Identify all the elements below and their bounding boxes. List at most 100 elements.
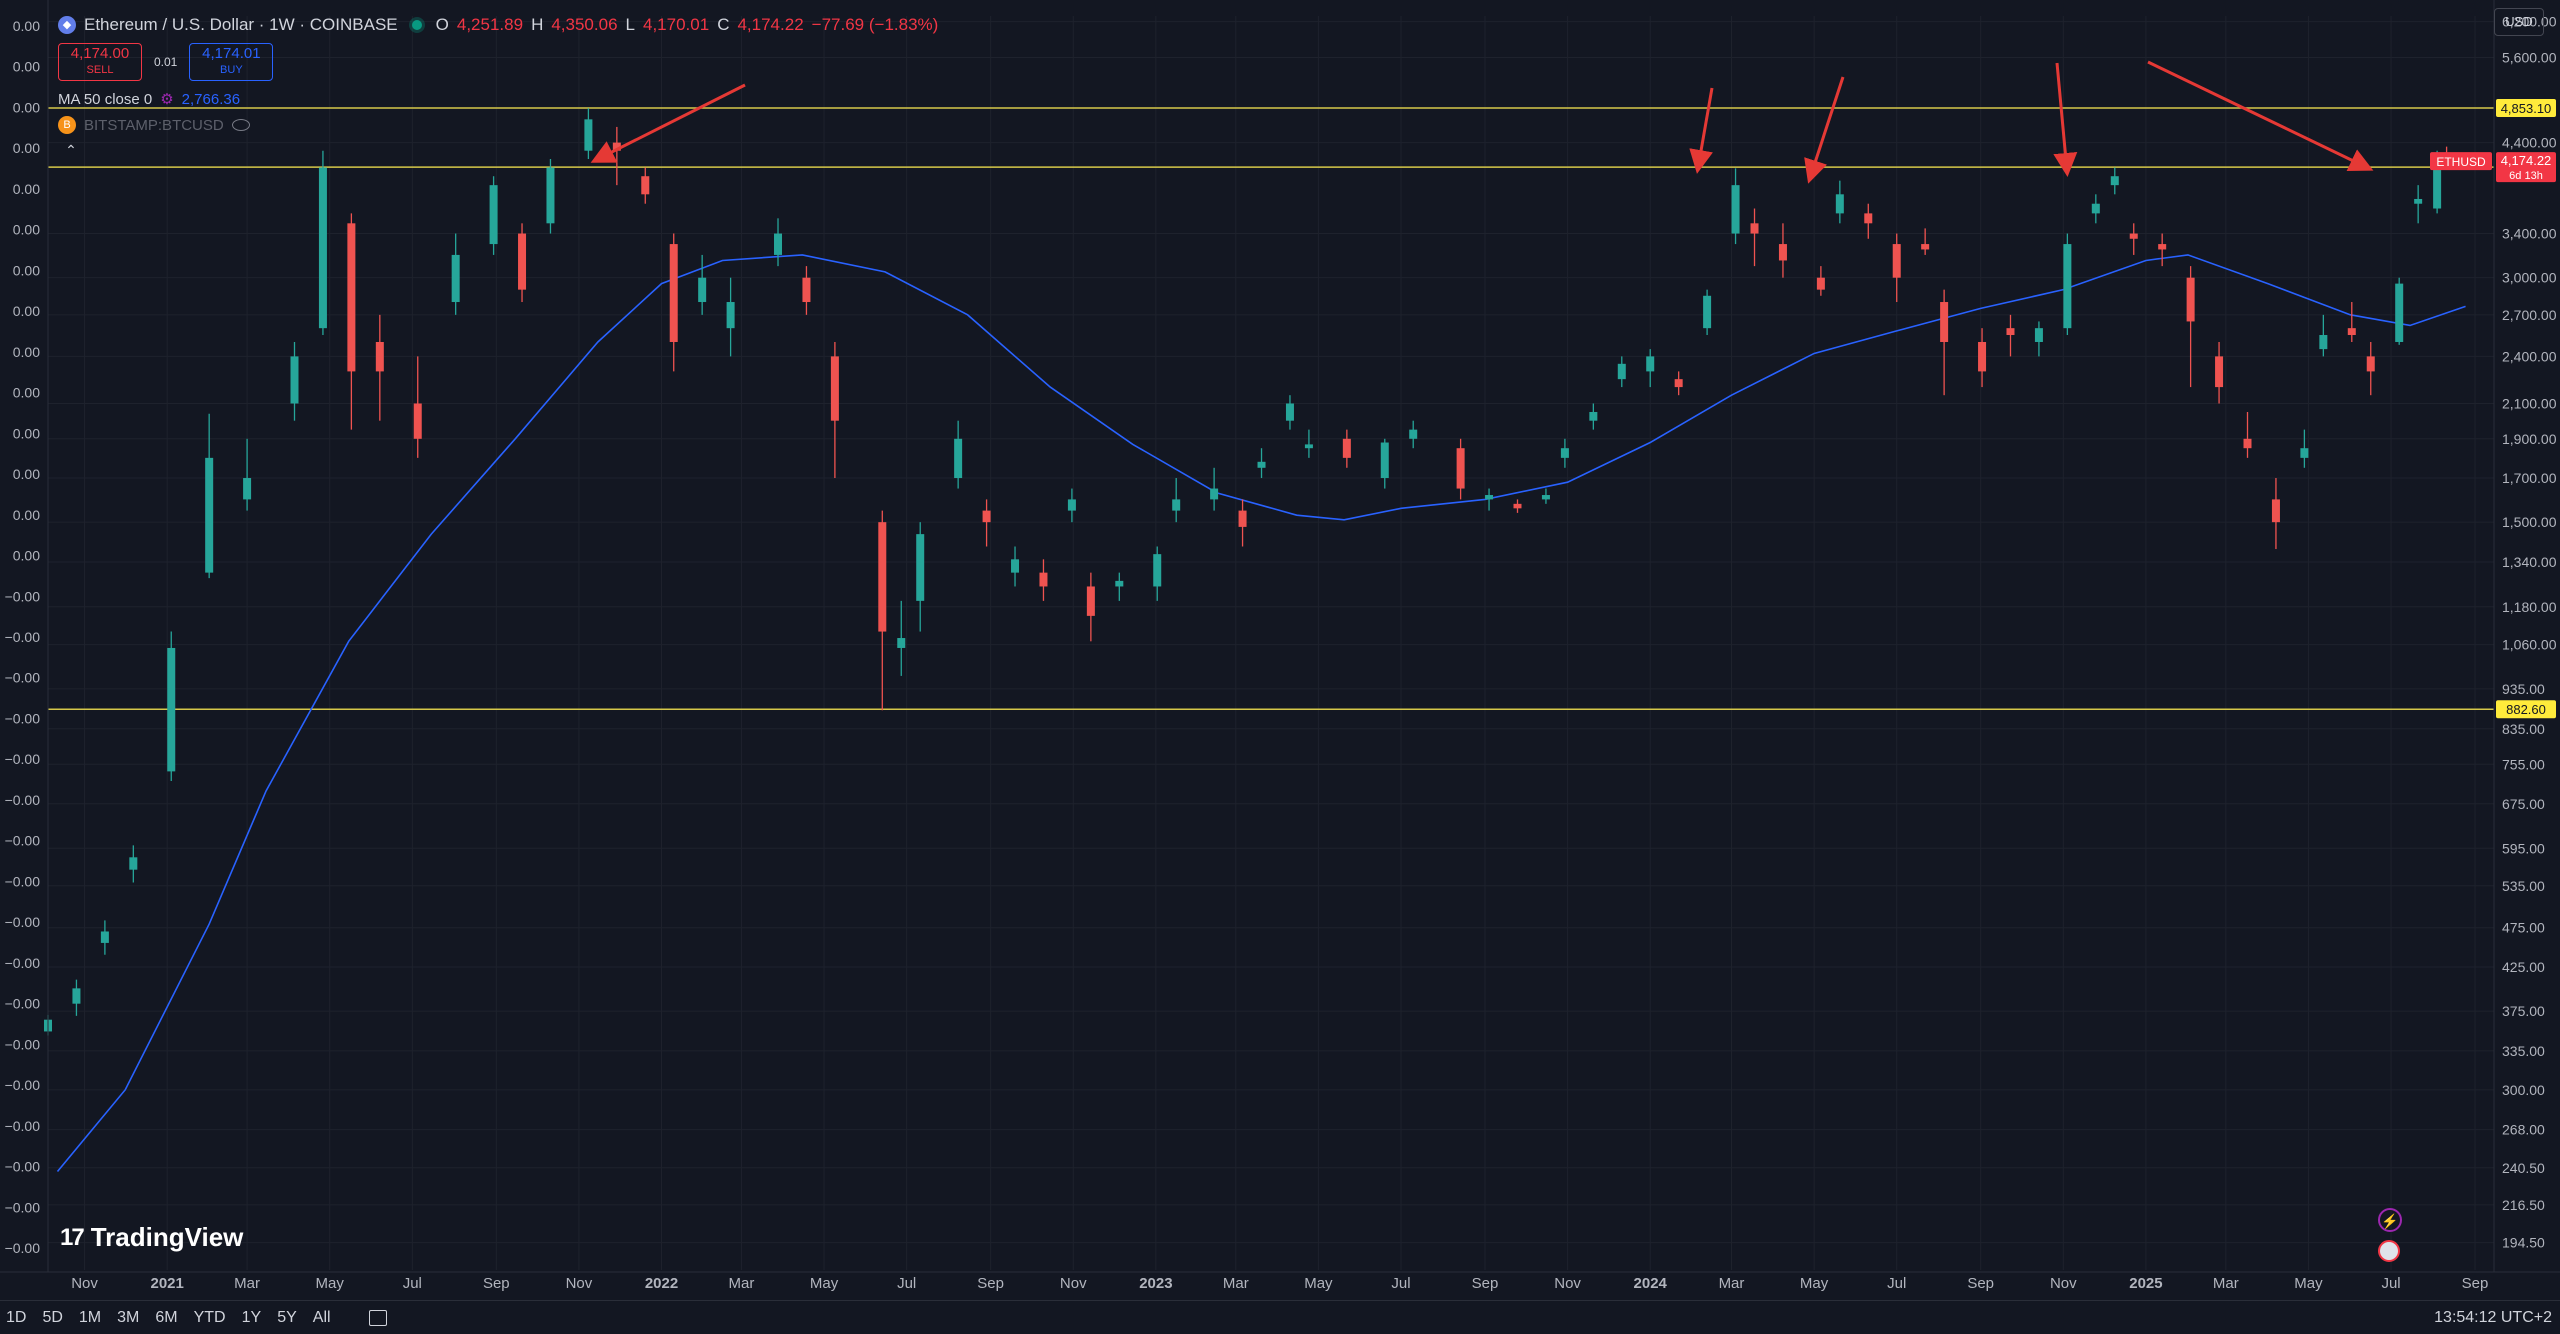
left-tick-label: 0.00 xyxy=(13,140,40,156)
candle-body xyxy=(72,988,81,1004)
candle-body xyxy=(1210,488,1219,500)
price-tick-label: 1,900.00 xyxy=(2502,431,2557,447)
ohlc-close-label: C xyxy=(717,15,730,34)
candle-body xyxy=(1513,503,1522,509)
candle-body xyxy=(1086,586,1095,616)
annotation-arrows xyxy=(590,60,2374,184)
candle-body xyxy=(982,510,991,523)
indicator-settings-icon[interactable]: ⚙ xyxy=(160,91,174,108)
annotation-arrow xyxy=(1804,76,1845,184)
candle-body xyxy=(2366,356,2375,372)
lightning-icon[interactable]: ⚡ xyxy=(2378,1208,2402,1232)
candle-body xyxy=(2395,283,2404,342)
candle-body xyxy=(2063,244,2072,329)
ohlc-high-value: 4,350.06 xyxy=(551,15,618,34)
left-tick-label: −0.00 xyxy=(5,833,41,849)
bottom-toolbar: 1D 5D 1M 3M 6M YTD 1Y 5Y All 13:54:12 UT… xyxy=(0,1300,2560,1334)
candle-body xyxy=(1940,302,1949,342)
timeframe-3m[interactable]: 3M xyxy=(117,1308,140,1326)
collapse-legend-chevron-icon[interactable]: ⌃ xyxy=(65,142,77,158)
annotation-arrow xyxy=(2053,62,2078,177)
timeframe-ytd[interactable]: YTD xyxy=(193,1308,226,1326)
sell-button[interactable]: 4,174.00 SELL xyxy=(58,43,142,81)
price-tick-label: 194.50 xyxy=(2502,1235,2545,1251)
chart-legend: ◆ Ethereum / U.S. Dollar · 1W · COINBASE… xyxy=(58,10,938,136)
price-tick-label: 425.00 xyxy=(2502,959,2545,975)
candle-body xyxy=(1342,438,1351,458)
left-tick-label: 0.00 xyxy=(13,18,40,34)
price-tick-label: 2,100.00 xyxy=(2502,395,2557,411)
candle-body xyxy=(1978,341,1987,372)
hidden-eye-icon[interactable] xyxy=(231,119,250,131)
timeframe-1d[interactable]: 1D xyxy=(6,1308,27,1326)
candle-body xyxy=(1153,554,1162,587)
timeframe-6m[interactable]: 6M xyxy=(155,1308,178,1326)
time-tick-label: Nov xyxy=(1060,1275,1087,1292)
candle-body xyxy=(2319,335,2328,350)
timeframe-5y[interactable]: 5Y xyxy=(277,1308,297,1326)
chart-grid xyxy=(48,16,2494,1270)
ohlc-low-label: L xyxy=(625,15,635,34)
buy-button[interactable]: 4,174.01 BUY xyxy=(189,43,274,81)
last-price-text: 4,174.22 xyxy=(2501,153,2552,168)
ma-label: MA 50 close 0 xyxy=(58,90,153,108)
candle-body xyxy=(2129,233,2138,239)
candle-body xyxy=(2186,277,2195,322)
left-tick-label: −0.00 xyxy=(5,1159,41,1175)
left-tick-label: −0.00 xyxy=(5,1240,41,1256)
candle-body xyxy=(205,457,214,573)
us-flag-icon[interactable] xyxy=(2378,1240,2400,1262)
timeframe-1y[interactable]: 1Y xyxy=(241,1308,262,1326)
tradingview-logo: 17 TradingView xyxy=(60,1222,243,1253)
left-tick-label: 0.00 xyxy=(13,59,40,75)
compare-symbol-row[interactable]: B BITSTAMP:BTCUSD xyxy=(58,114,938,136)
tradingview-mark-icon: 17 xyxy=(60,1223,85,1251)
candle-body xyxy=(1589,411,1598,421)
time-tick-label: Sep xyxy=(1967,1275,1994,1292)
candle-body xyxy=(1304,444,1313,449)
ma-indicator-row[interactable]: MA 50 close 0 ⚙ 2,766.36 xyxy=(58,84,938,114)
price-tick-label: 216.50 xyxy=(2502,1197,2545,1213)
time-tick-label: Jul xyxy=(403,1275,422,1292)
ma-50-line xyxy=(56,254,2466,1172)
price-chart[interactable]: 6,200.005,600.004,400.003,400.003,000.00… xyxy=(0,0,2560,1300)
candle-body xyxy=(954,438,963,479)
price-tick-label: 300.00 xyxy=(2502,1082,2545,1098)
time-tick-label: Sep xyxy=(977,1275,1004,1292)
market-status-icon[interactable] xyxy=(411,20,422,30)
left-tick-label: −0.00 xyxy=(5,1118,41,1134)
price-tick-label: 475.00 xyxy=(2502,920,2545,936)
brand-name: TradingView xyxy=(90,1222,244,1252)
level-price-tag xyxy=(2496,700,2556,719)
level-price-tag-text: 4,853.10 xyxy=(2501,101,2552,116)
date-range-calendar-icon[interactable] xyxy=(368,1309,387,1326)
candle-body xyxy=(698,277,707,303)
candle-body xyxy=(1039,572,1048,587)
symbol-title[interactable]: Ethereum / U.S. Dollar · 1W · COINBASE xyxy=(84,15,398,34)
buy-price: 4,174.01 xyxy=(202,45,261,62)
level-price-tag xyxy=(2496,99,2556,118)
price-axes: 6,200.005,600.004,400.003,400.003,000.00… xyxy=(0,0,2560,1273)
timeframe-1m[interactable]: 1M xyxy=(78,1308,102,1326)
candle-body xyxy=(1285,403,1294,421)
timeframe-all[interactable]: All xyxy=(312,1308,331,1326)
annotation-arrow xyxy=(590,83,746,163)
ohlc-change: −77.69 (−1.83%) xyxy=(811,15,939,34)
timeframe-5d[interactable]: 5D xyxy=(42,1308,63,1326)
candle-body xyxy=(1617,363,1626,380)
left-tick-label: 0.00 xyxy=(13,507,40,523)
clock[interactable]: 13:54:12 UTC+2 xyxy=(2434,1309,2552,1326)
currency-unit-button[interactable]: USD xyxy=(2494,8,2544,36)
price-tick-label: 240.50 xyxy=(2502,1160,2545,1176)
candle-body xyxy=(1816,277,1825,290)
symbol-tag xyxy=(2430,152,2492,171)
time-tick-label: May xyxy=(1800,1275,1829,1292)
candle-series xyxy=(44,108,2451,1036)
candle-body xyxy=(726,302,735,329)
symbol-row[interactable]: ◆ Ethereum / U.S. Dollar · 1W · COINBASE… xyxy=(58,10,938,40)
ohlc-high-label: H xyxy=(531,15,544,34)
left-tick-label: −0.00 xyxy=(5,629,41,645)
left-tick-label: −0.00 xyxy=(5,996,41,1012)
left-tick-label: 0.00 xyxy=(13,425,40,441)
ohlc-low-value: 4,170.01 xyxy=(643,15,710,34)
